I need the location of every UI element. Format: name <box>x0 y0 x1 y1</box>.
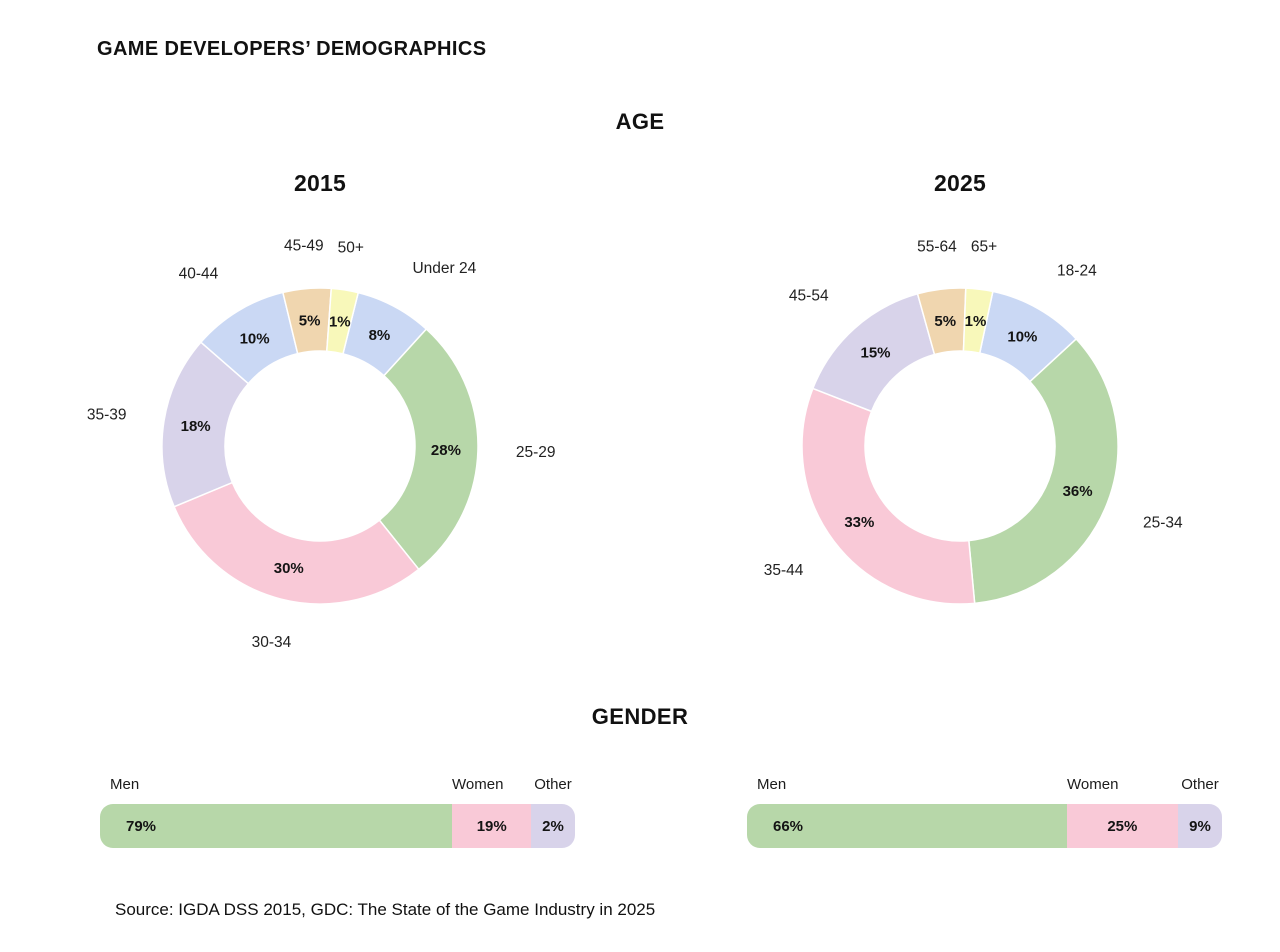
gender-bar-2025: Men Women Other 66% 25% 9% <box>747 770 1222 848</box>
donut-value-label: 10% <box>240 330 270 347</box>
bar-segment-other: 2% <box>531 804 575 848</box>
donut-category-label: 25-29 <box>516 444 556 461</box>
donut-value-label: 36% <box>1063 483 1093 500</box>
age-chart-column-2015: 2015 8% Under 24 28% 25-29 30% 30-34 18% 35-39 1… <box>0 170 640 658</box>
donut-category-label: 45-49 <box>284 238 324 255</box>
gender-bar-labels: Men Women Other <box>747 770 1222 798</box>
donut-chart-2025: 10% 18-24 36% 25-34 33% 35-44 15% 45-54 5% 55-64 1… <box>764 238 1183 605</box>
donut-category-label: 30-34 <box>252 634 292 651</box>
donut-value-label: 5% <box>299 312 321 329</box>
donut-value-label: 28% <box>431 442 461 459</box>
gender-chart-column-2015: Men Women Other 79% 19% 2% <box>0 770 640 848</box>
bar-category-label-other: Other <box>1181 776 1219 793</box>
bar-category-label-men: Men <box>757 776 787 793</box>
bar-segment-men: 66% <box>747 804 1067 848</box>
donut-value-label: 1% <box>965 313 987 330</box>
age-charts-row: 2015 8% Under 24 28% 25-29 30% 30-34 18% 35-39 1… <box>0 170 1280 658</box>
donut-value-label: 30% <box>274 560 304 577</box>
donut-category-label: 35-44 <box>764 562 804 579</box>
bar-category-label-women: Women <box>1067 776 1119 793</box>
age-chart-column-2025: 2025 10% 18-24 36% 25-34 33% 35-44 15% 45-54 5% 5… <box>640 170 1280 658</box>
donut-category-label: 35-39 <box>87 407 127 424</box>
bar-value-label: 25% <box>1107 817 1138 835</box>
donut-value-label: 8% <box>369 327 391 344</box>
bar-value-label: 66% <box>773 817 804 835</box>
age-section-heading: AGE <box>615 109 665 134</box>
chart-title-2015: 2015 <box>294 170 346 196</box>
gender-bar-labels: Men Women Other <box>100 770 575 798</box>
donut-value-label: 15% <box>861 345 891 362</box>
bar-value-label: 2% <box>542 817 564 835</box>
donut-category-label: 50+ <box>338 239 364 256</box>
bar-segment-men: 79% <box>100 804 453 848</box>
source-note: Source: IGDA DSS 2015, GDC: The State of… <box>115 900 656 919</box>
donut-category-label: Under 24 <box>412 260 476 277</box>
donut-segment-25-34 <box>968 337 1119 605</box>
bar-segment-women: 25% <box>1066 804 1178 848</box>
gender-stacked-bar: 79% 19% 2% <box>100 804 575 848</box>
bar-value-label: 79% <box>126 817 157 835</box>
donut-segment-50+ <box>325 287 360 355</box>
donut-value-label: 10% <box>1007 329 1037 346</box>
donut-category-label: 55-64 <box>917 238 957 255</box>
donut-category-label: 25-34 <box>1143 514 1183 531</box>
bar-category-label-other: Other <box>534 776 572 793</box>
donut-value-label: 33% <box>844 514 874 531</box>
gender-chart-column-2025: Men Women Other 66% 25% 9% <box>640 770 1280 848</box>
donut-segment-30-34 <box>173 481 420 605</box>
donut-segment-35-44 <box>801 387 976 605</box>
donut-category-label: 18-24 <box>1057 263 1097 280</box>
bar-segment-other: 9% <box>1178 804 1222 848</box>
bar-category-label-women: Women <box>452 776 504 793</box>
donut-category-label: 65+ <box>971 238 997 255</box>
bar-segment-women: 19% <box>452 804 531 848</box>
donut-chart-2015: 8% Under 24 28% 25-29 30% 30-34 18% 35-39 10% 40-… <box>87 238 556 651</box>
donut-segment-25-29 <box>378 328 479 571</box>
bar-value-label: 19% <box>476 817 507 835</box>
donut-category-label: 45-54 <box>789 288 829 305</box>
donut-value-label: 5% <box>934 313 956 330</box>
bar-category-label-men: Men <box>110 776 140 793</box>
page-title: GAME DEVELOPERS’ DEMOGRAPHICS <box>97 38 487 60</box>
donut-segment-65+ <box>962 287 994 354</box>
gender-bar-2015: Men Women Other 79% 19% 2% <box>100 770 575 848</box>
bar-value-label: 9% <box>1189 817 1211 835</box>
donut-category-label: 40-44 <box>179 265 219 282</box>
gender-stacked-bar: 66% 25% 9% <box>747 804 1222 848</box>
donut-value-label: 1% <box>329 314 351 331</box>
gender-charts-row: Men Women Other 79% 19% 2% Men Women Other 66% 25… <box>0 770 1280 848</box>
gender-section-heading: GENDER <box>591 704 689 729</box>
donut-value-label: 18% <box>181 418 211 435</box>
chart-title-2025: 2025 <box>934 170 986 196</box>
